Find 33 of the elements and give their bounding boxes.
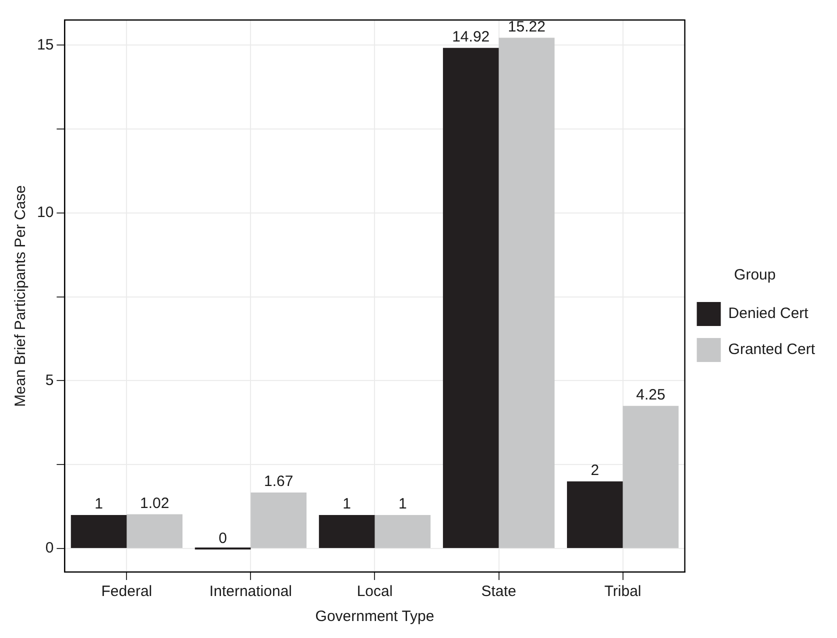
legend-label: Denied Cert bbox=[728, 305, 810, 322]
data-label: 1 bbox=[342, 496, 352, 513]
data-label: 1.67 bbox=[264, 473, 294, 490]
bar bbox=[498, 38, 555, 548]
data-label: 1 bbox=[94, 496, 103, 513]
y-tick-label: 15 bbox=[36, 36, 54, 54]
y-tick-label: 10 bbox=[36, 204, 54, 222]
bar bbox=[442, 48, 499, 548]
bar bbox=[126, 514, 183, 548]
bar bbox=[566, 481, 623, 548]
data-label: 14.92 bbox=[452, 28, 490, 46]
y-axis-title: Mean Brief Participants Per Case bbox=[12, 185, 30, 407]
x-tick-label: Federal bbox=[101, 583, 152, 600]
data-label: 4.25 bbox=[636, 386, 666, 404]
data-label: 1.02 bbox=[140, 494, 170, 512]
x-tick-label: Tribal bbox=[604, 583, 642, 600]
bar bbox=[250, 492, 307, 548]
legend-title: Group bbox=[734, 266, 776, 284]
bar bbox=[374, 514, 431, 548]
bar bbox=[318, 514, 375, 548]
data-label: 15.22 bbox=[508, 18, 546, 36]
legend-label: Granted Cert bbox=[728, 341, 816, 358]
data-label: 0 bbox=[218, 530, 227, 548]
data-label: 1 bbox=[398, 496, 407, 513]
x-tick-label: International bbox=[209, 583, 292, 600]
bar bbox=[70, 514, 127, 548]
y-tick-label: 0 bbox=[45, 540, 54, 557]
y-tick-label: 5 bbox=[45, 372, 54, 389]
data-label: 2 bbox=[590, 462, 600, 480]
x-tick-label: Local bbox=[356, 583, 393, 600]
x-axis-title: Government Type bbox=[315, 608, 434, 626]
x-tick-label: State bbox=[481, 583, 516, 600]
bar bbox=[622, 406, 679, 548]
